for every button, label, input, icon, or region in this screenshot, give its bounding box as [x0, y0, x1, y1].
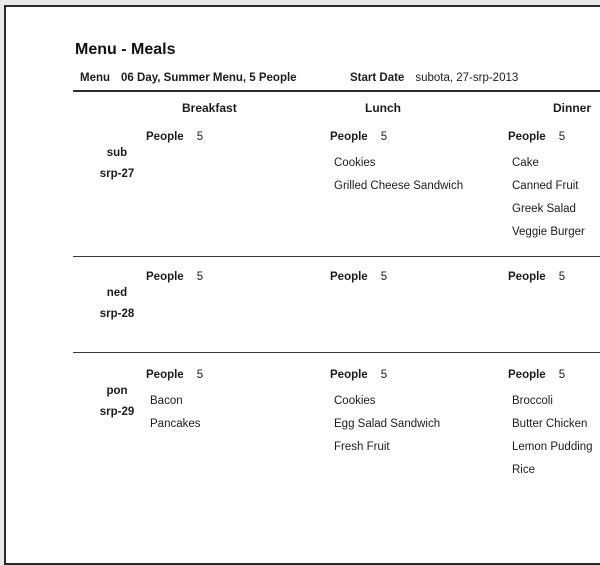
meal-item: Pancakes [150, 418, 201, 430]
menu-value: 06 Day, Summer Menu, 5 People [121, 72, 297, 84]
meal-items: Cookies Egg Salad Sandwich Fresh Fruit [330, 390, 508, 459]
meal-item: Egg Salad Sandwich [334, 418, 441, 430]
people-line: People 5 [508, 367, 600, 383]
report-meta-row: Menu 06 Day, Summer Menu, 5 People Start … [73, 71, 600, 92]
day-name: ned [106, 287, 128, 299]
people-count: 5 [558, 131, 566, 143]
day-label-cell: sub srp-27 [73, 129, 146, 256]
people-label: People [146, 369, 184, 381]
people-count: 5 [380, 131, 388, 143]
start-date-group: Start Date subota, 27-srp-2013 [350, 71, 518, 86]
people-line: People 5 [146, 367, 330, 383]
meal-item: Cookies [334, 395, 376, 407]
meal-item: Fresh Fruit [334, 441, 390, 453]
day-date: srp-27 [99, 168, 135, 180]
meal-item: Canned Fruit [512, 180, 579, 192]
people-count: 5 [196, 369, 204, 381]
day-label-cell: ned srp-28 [73, 269, 146, 352]
people-label: People [330, 271, 368, 283]
people-label: People [330, 369, 368, 381]
meal-item: Rice [512, 464, 536, 476]
column-header-breakfast: Breakfast [182, 101, 237, 115]
meal-item: Cake [512, 157, 539, 169]
lunch-cell: People 5 Cookies Egg Salad Sandwich Fresh F… [330, 367, 508, 485]
people-label: People [330, 131, 368, 143]
people-line: People 5 [330, 367, 508, 383]
page-title: Menu - Meals [75, 41, 176, 58]
meal-items: Cake Canned Fruit Greek Salad Veggie Burger [508, 152, 600, 244]
meal-items: Cookies Grilled Cheese Sandwich [330, 152, 508, 198]
breakfast-cell: People 5 Bacon Pancakes [146, 367, 330, 485]
report-page: Menu - Meals Menu 06 Day, Summer Menu, 5 … [4, 5, 600, 565]
day-row: ned srp-28 People 5 People 5 People 5 [73, 256, 600, 352]
meal-item: Greek Salad [512, 203, 576, 215]
dinner-cell: People 5 [508, 269, 600, 352]
people-line: People 5 [330, 129, 508, 145]
people-label: People [146, 271, 184, 283]
meal-item: Bacon [150, 395, 183, 407]
meal-item: Grilled Cheese Sandwich [334, 180, 464, 192]
people-label: People [508, 131, 546, 143]
people-line: People 5 [146, 269, 330, 285]
meal-item: Broccoli [512, 395, 553, 407]
people-line: People 5 [508, 129, 600, 145]
column-header-lunch: Lunch [365, 101, 401, 115]
people-label: People [508, 271, 546, 283]
people-line: People 5 [508, 269, 600, 285]
breakfast-cell: People 5 [146, 269, 330, 352]
day-name: sub [106, 147, 128, 159]
day-label-cell: pon srp-29 [73, 367, 146, 485]
meal-items: Broccoli Butter Chicken Lemon Pudding Rice [508, 390, 600, 482]
column-header-dinner: Dinner [553, 101, 592, 115]
menu-label: Menu [80, 72, 111, 84]
people-count: 5 [380, 271, 388, 283]
people-line: People 5 [146, 129, 330, 145]
people-label: People [508, 369, 546, 381]
dinner-cell: People 5 Broccoli Butter Chicken Lemon Pudd… [508, 367, 600, 485]
start-date-label: Start Date [350, 72, 405, 84]
people-count: 5 [380, 369, 388, 381]
people-line: People 5 [330, 269, 508, 285]
lunch-cell: People 5 [330, 269, 508, 352]
people-count: 5 [196, 131, 204, 143]
day-row: pon srp-29 People 5 Bacon Pancakes People 5… [73, 352, 600, 485]
day-date: srp-29 [99, 406, 135, 418]
day-row: sub srp-27 People 5 People 5 Cookies Grille… [73, 121, 600, 256]
people-label: People [146, 131, 184, 143]
meal-item: Veggie Burger [512, 226, 585, 238]
people-count: 5 [558, 369, 566, 381]
dinner-cell: People 5 Cake Canned Fruit Greek Salad Veggi… [508, 129, 600, 256]
lunch-cell: People 5 Cookies Grilled Cheese Sandwich [330, 129, 508, 256]
people-count: 5 [558, 271, 566, 283]
breakfast-cell: People 5 [146, 129, 330, 256]
people-count: 5 [196, 271, 204, 283]
day-name: pon [106, 385, 128, 397]
day-rows: sub srp-27 People 5 People 5 Cookies Grille… [73, 121, 600, 485]
meal-item: Butter Chicken [512, 418, 588, 430]
meal-items: Bacon Pancakes [146, 390, 330, 436]
meal-item: Cookies [334, 157, 376, 169]
meal-column-headers: Breakfast Lunch Dinner [73, 99, 600, 121]
day-date: srp-28 [99, 308, 135, 320]
meal-item: Lemon Pudding [512, 441, 593, 453]
start-date-value: subota, 27-srp-2013 [415, 72, 519, 84]
